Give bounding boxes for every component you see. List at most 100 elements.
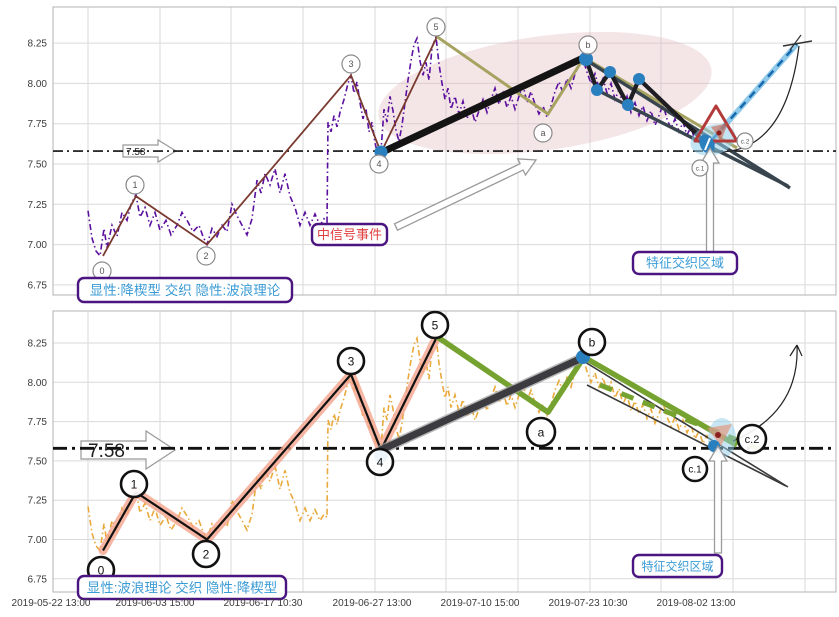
price-line: [87, 35, 716, 258]
annotation-box: [76, 276, 294, 304]
ref-level-arrow: [122, 138, 178, 164]
wave-label-circle-4: [365, 447, 395, 477]
wave-label-text-0: 0: [98, 563, 105, 577]
feature-dot: [633, 73, 645, 85]
feature-dot: [591, 84, 603, 96]
wave4b-line: [377, 54, 588, 157]
y-tick-label: 7.25: [28, 496, 48, 507]
wave-label-text-0: 0: [99, 266, 104, 276]
ref-level-value: 7.58: [126, 147, 146, 158]
annotation-line: [702, 43, 798, 151]
y-tick-label: 7.00: [28, 535, 48, 546]
annotation-line: [584, 361, 789, 488]
wave-label-text-4: 4: [376, 159, 381, 169]
pattern-dot: [716, 130, 722, 136]
wave-label-text-c.1: c.1: [688, 465, 702, 476]
annotation-box-text: 特征交织区域: [641, 558, 713, 573]
wave-label-text-a: a: [540, 128, 545, 138]
y-tick-label: 7.50: [28, 456, 48, 467]
wave-label-text-a: a: [538, 425, 545, 439]
wave-label-text-c.2: c.2: [741, 138, 750, 145]
feature-dot: [622, 99, 634, 111]
annotation-box-text: 显性:降楔型 交织 隐性:波浪理论: [90, 282, 281, 298]
plot-frame: [52, 310, 837, 593]
wave-label-circle-2: [196, 246, 216, 266]
feature-dot: [579, 52, 593, 66]
wave-label-circle-a: [533, 123, 553, 143]
wave-label-circle-1: [119, 469, 149, 499]
wave-label-text-1: 1: [132, 180, 137, 190]
wave-label-text-5: 5: [432, 318, 439, 332]
wave-label-circle-1: [125, 175, 145, 195]
wave-label-circle-5: [426, 17, 446, 37]
y-tick-label: 6.75: [28, 280, 48, 291]
wave-label-text-2: 2: [203, 251, 208, 261]
wave-label-text-3: 3: [348, 59, 353, 69]
annotation-box: [631, 553, 724, 579]
callout-arrow: [393, 158, 538, 232]
annotation-box: [76, 574, 288, 601]
wave-label-text-b: b: [585, 40, 590, 50]
ref-level-arrow: [80, 429, 177, 471]
annotation-line: [789, 34, 802, 51]
wave-label-circle-3: [336, 346, 366, 376]
y-tick-label: 8.25: [28, 339, 48, 350]
y-tick-label: 7.75: [28, 119, 48, 130]
annotation-box: [631, 250, 739, 276]
annotation-box: [310, 222, 389, 247]
wave-label-text-4: 4: [377, 455, 384, 469]
wave-label-circle-c.1: [691, 159, 709, 177]
ref-level-value: 7.58: [88, 441, 125, 462]
x-tick-label: 2019-06-03 15:00: [116, 598, 195, 609]
feature-zone-ellipse: [378, 31, 712, 155]
x-tick-label: 2019-06-27 13:00: [333, 598, 412, 609]
wave-line: [102, 336, 438, 552]
wave4b-line: [377, 353, 588, 454]
abc-line: [436, 35, 738, 150]
wave-label-circle-c.2: [736, 132, 754, 150]
wave-label-text-3: 3: [348, 354, 355, 368]
wave-label-circle-2: [191, 539, 221, 569]
x-tick-label: 2019-06-17 10:30: [224, 598, 303, 609]
y-tick-label: 7.50: [28, 160, 48, 171]
wave-label-circle-5: [420, 310, 450, 340]
y-tick-label: 6.75: [28, 574, 48, 585]
y-tick-label: 8.00: [28, 378, 48, 389]
panel-top: 8.25 8.00 7.75 7.50 7.25 7.00 6.75 7.58 0 1 2 3 4 5 a b…: [28, 6, 837, 304]
y-tick-label: 7.75: [28, 417, 48, 428]
curved-arrow: [713, 45, 800, 153]
y-tick-label: 8.00: [28, 79, 48, 90]
callout-arrow: [707, 444, 729, 554]
marker-slash: [704, 137, 711, 151]
panel-bottom: 8.25 8.00 7.75 7.50 7.25 7.00 6.75 7.58 0 1 2 3 4 5 a b…: [28, 310, 837, 601]
wave-label-text-c.1: c.1: [696, 165, 705, 172]
wave-label-circle-a: [525, 416, 557, 448]
wave-label-circle-c.1: [681, 455, 709, 483]
wave-label-text-1: 1: [131, 477, 138, 491]
abc-line: [435, 334, 739, 448]
feature-dot: [604, 66, 616, 78]
x-tick-label: 2019-07-23 10:30: [549, 598, 628, 609]
wave-label-circle-b: [578, 35, 598, 55]
wave-label-circle-c.2: [736, 423, 768, 455]
wave-label-text-c.2: c.2: [745, 434, 760, 446]
x-tick-label: 2019-07-10 15:00: [441, 598, 520, 609]
wave-label-text-2: 2: [203, 547, 210, 561]
y-tick-label: 8.25: [28, 39, 48, 50]
x-tick-label: 2019-05-22 13:00: [12, 598, 91, 609]
price-line: [87, 335, 716, 553]
pattern-dot: [715, 432, 721, 438]
annotation-box-text: 中信号事件: [317, 227, 382, 242]
wave-label-circle-3: [341, 54, 361, 74]
annotation-box-text: 特征交织区域: [646, 256, 724, 271]
wave-label-text-5: 5: [433, 22, 438, 32]
wave-label-circle-4: [369, 154, 389, 174]
y-tick-label: 7.00: [28, 240, 48, 251]
annotation-box-text: 显性:波浪理论 交织 隐性:降楔型: [87, 579, 278, 595]
y-tick-label: 7.25: [28, 200, 48, 211]
callout-arrow: [699, 146, 721, 253]
x-tick-label: 2019-08-02 13:00: [657, 598, 736, 609]
annotation-line: [782, 40, 813, 47]
